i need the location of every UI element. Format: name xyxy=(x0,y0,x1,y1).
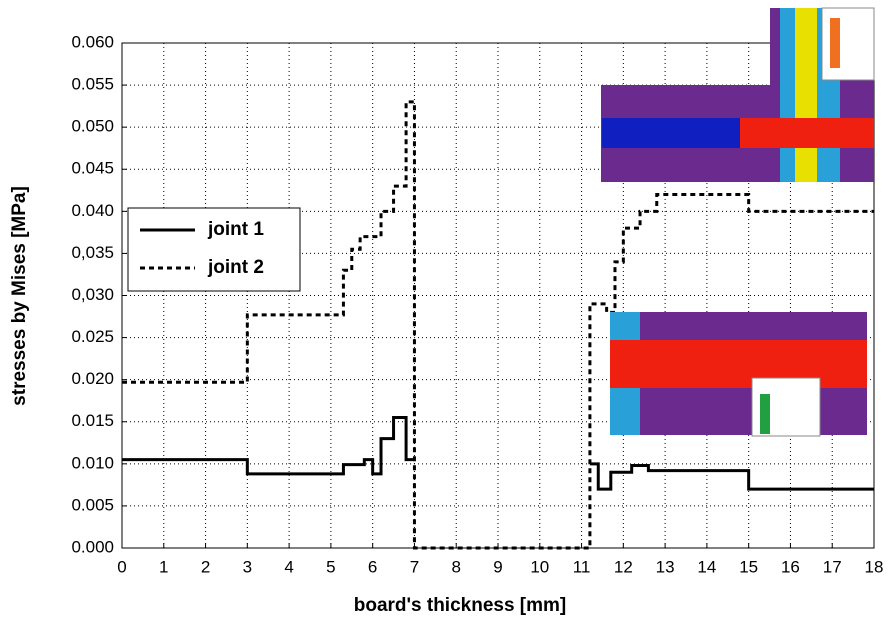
y-tick-label: 0.010 xyxy=(71,453,114,472)
y-tick-label: 0.045 xyxy=(71,159,114,178)
x-tick-label: 2 xyxy=(201,557,210,576)
y-tick-label: 0.040 xyxy=(71,201,114,220)
x-tick-label: 3 xyxy=(243,557,252,576)
legend-label: joint 2 xyxy=(207,257,264,278)
x-axis-label: board's thickness [mm] xyxy=(354,595,567,616)
y-tick-label: 0,035 xyxy=(71,243,114,262)
y-tick-label: 0.050 xyxy=(71,117,114,136)
x-tick-label: 10 xyxy=(530,557,549,576)
x-tick-label: 17 xyxy=(823,557,842,576)
x-tick-label: 6 xyxy=(368,557,377,576)
y-axis-label: stresses by Mises [MPa] xyxy=(9,186,30,406)
y-tick-label: 0.020 xyxy=(71,369,114,388)
y-tick-label: 0.015 xyxy=(71,411,114,430)
inset-top xyxy=(601,8,874,182)
y-tick-label: 0.005 xyxy=(71,495,114,514)
inset-bottom xyxy=(610,312,867,436)
x-tick-label: 12 xyxy=(614,557,633,576)
y-tick-label: 0,030 xyxy=(71,285,114,304)
x-tick-label: 15 xyxy=(739,557,758,576)
x-tick-label: 18 xyxy=(865,557,884,576)
x-tick-label: 16 xyxy=(781,557,800,576)
x-tick-label: 5 xyxy=(326,557,335,576)
x-tick-label: 14 xyxy=(697,557,716,576)
x-tick-label: 9 xyxy=(493,557,502,576)
y-tick-label: 0.055 xyxy=(71,75,114,94)
x-tick-label: 8 xyxy=(451,557,460,576)
legend-label: joint 1 xyxy=(207,219,264,240)
chart: board's thickness [mm] stresses by Mises… xyxy=(0,0,890,623)
y-tick-label: 0.025 xyxy=(71,327,114,346)
x-tick-label: 4 xyxy=(284,557,293,576)
x-tick-label: 1 xyxy=(159,557,168,576)
x-tick-label: 13 xyxy=(656,557,675,576)
y-tick-label: 0.060 xyxy=(71,32,114,51)
x-tick-label: 0 xyxy=(117,557,126,576)
x-tick-label: 11 xyxy=(573,557,591,576)
x-tick-label: 7 xyxy=(410,557,419,576)
y-tick-label: 0.000 xyxy=(71,537,114,556)
